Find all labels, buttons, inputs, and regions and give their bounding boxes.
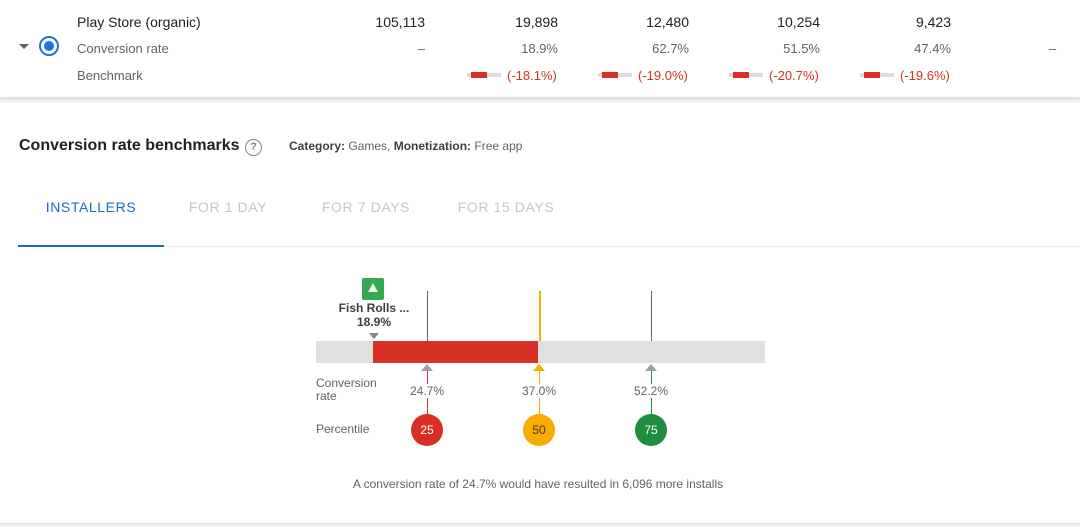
benchmark-minibar (860, 72, 894, 78)
cell-value: 62.7% (652, 41, 689, 56)
benchmark-value: (-18.1%) (507, 68, 557, 83)
benchmark-gap-bar (373, 341, 538, 363)
cell-value: 19,898 (515, 14, 558, 30)
chevron-down-icon[interactable] (19, 44, 29, 49)
row-label: Play Store (organic) (77, 14, 201, 30)
cell-value: – (1049, 41, 1057, 56)
benchmark-chart: Fish Rolls ... 18.9% Conversion rate Per… (0, 263, 1080, 523)
table-row: Play Store (organic) 105,113 19,898 12,4… (0, 8, 1080, 35)
benchmark-value: (-19.0%) (638, 68, 688, 83)
conversion-benchmarks-card: Conversion rate benchmarks ? Category: G… (0, 103, 1080, 523)
app-name: Fish Rolls ... (338, 301, 410, 315)
percentile-badge: 25 (411, 414, 443, 446)
benchmark-minibar (598, 72, 632, 78)
store-listing-table: Play Store (organic) 105,113 19,898 12,4… (0, 0, 1080, 98)
category-info: Category: Games, Monetization: Free app (289, 139, 522, 153)
tab-bar: INSTALLERS FOR 1 DAY FOR 7 DAYS FOR 15 D… (18, 181, 1080, 247)
percentile-badge: 50 (523, 414, 555, 446)
percentile-badge: 75 (635, 414, 667, 446)
benchmark-indicator: (-19.0%) (598, 68, 698, 83)
marker-rate: 24.7% (397, 384, 457, 398)
cell-value: 10,254 (777, 14, 820, 30)
app-conversion-rate: 18.9% (356, 315, 392, 329)
cell-value: 9,423 (915, 14, 951, 30)
app-pointer-icon (369, 333, 379, 339)
percentile-25-line (427, 291, 428, 341)
tab-for-7-days[interactable]: FOR 7 DAYS (321, 199, 411, 215)
percentile-50-line (539, 291, 541, 341)
benchmark-minibar (729, 72, 763, 78)
marker-rate: 52.2% (621, 384, 681, 398)
benchmark-minibar (467, 72, 501, 78)
percentile-label: Percentile (316, 422, 370, 436)
row-label: Conversion rate (77, 41, 169, 56)
cell-value: 105,113 (375, 14, 425, 30)
page-title: Conversion rate benchmarks (19, 137, 240, 154)
tab-for-15-days[interactable]: FOR 15 DAYS (457, 199, 555, 215)
benchmark-indicator: (-19.6%) (860, 68, 960, 83)
percentile-75-line (651, 291, 652, 341)
benchmark-indicator: (-18.1%) (467, 68, 567, 83)
help-icon[interactable]: ? (245, 139, 262, 156)
monetization-label: Monetization: (393, 139, 472, 153)
benchmark-value: (-19.6%) (900, 68, 950, 83)
category-value: Games, (348, 139, 391, 153)
table-row: Benchmark (-18.1%) (-19.0%) (-20.7%) (-1… (0, 62, 1080, 89)
tab-for-1-day[interactable]: FOR 1 DAY (188, 199, 268, 215)
cell-value: 51.5% (783, 41, 820, 56)
benchmark-footnote: A conversion rate of 24.7% would have re… (352, 477, 724, 491)
cell-value: 47.4% (914, 41, 951, 56)
conversion-rate-label: Conversion rate (316, 376, 377, 403)
benchmark-value: (-20.7%) (769, 68, 819, 83)
marker-arrow-icon (533, 364, 545, 371)
radio-button-selected[interactable] (39, 36, 59, 56)
row-label: Benchmark (77, 68, 143, 83)
app-icon (362, 278, 384, 300)
monetization-value: Free app (474, 139, 523, 153)
tab-installers[interactable]: INSTALLERS (18, 181, 164, 247)
cell-value: – (417, 41, 425, 56)
marker-arrow-icon (421, 364, 433, 371)
benchmark-indicator: (-20.7%) (729, 68, 829, 83)
marker-rate: 37.0% (509, 384, 569, 398)
cell-value: 12,480 (646, 14, 689, 30)
marker-arrow-icon (645, 364, 657, 371)
cell-value: 18.9% (521, 41, 558, 56)
category-label: Category: (289, 139, 346, 153)
table-row: Conversion rate – 18.9% 62.7% 51.5% 47.4… (0, 35, 1080, 62)
